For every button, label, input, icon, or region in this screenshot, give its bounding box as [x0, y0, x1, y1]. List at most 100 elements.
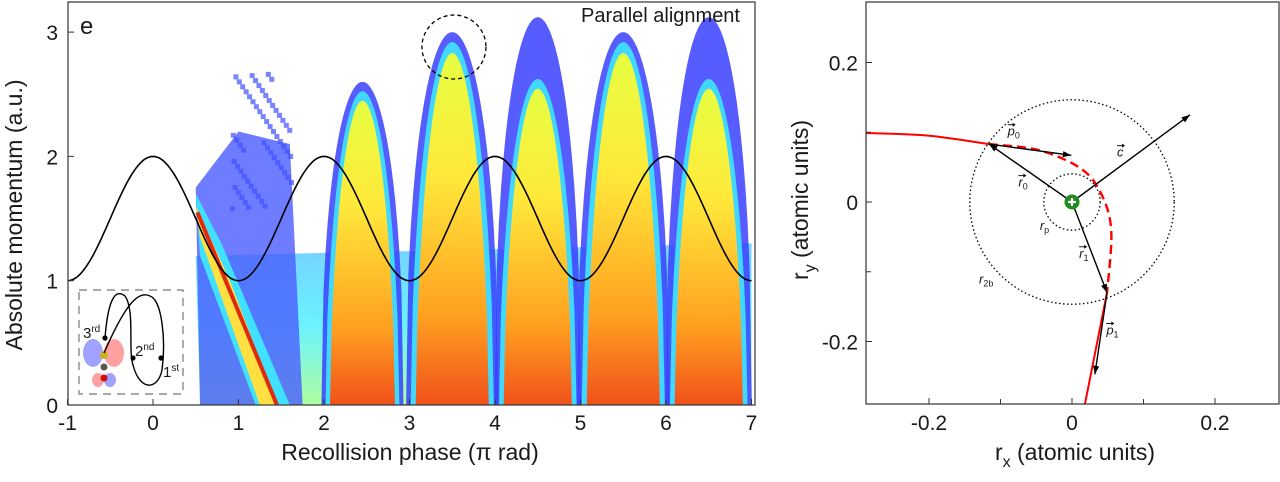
- heatmap-scatter-pixel: [277, 138, 283, 144]
- heatmap-scatter-pixel: [278, 165, 284, 171]
- heatmap-scatter-pixel: [233, 74, 239, 80]
- heatmap-scatter-pixel: [253, 104, 259, 110]
- vector-p1: [1094, 292, 1108, 375]
- x-tick-label: 3: [404, 412, 416, 435]
- heatmap-scatter-pixel: [275, 160, 281, 166]
- heatmap-scatter-pixel: [259, 88, 265, 94]
- x-tick-label: 0.2: [1200, 412, 1229, 435]
- heatmap-early-cyan-band: [195, 193, 290, 405]
- heatmap-lobe-core-3: [503, 88, 572, 405]
- y-tick-label: 0: [46, 395, 58, 418]
- heatmap-scatter-pixel: [282, 170, 288, 176]
- label-r0: r0: [1018, 175, 1027, 192]
- heatmap-scatter-pixel: [245, 178, 251, 184]
- vector-arrow-icon: [1122, 143, 1126, 148]
- heatmap-scatter-pixel: [257, 109, 263, 115]
- vector-c: [1071, 114, 1191, 203]
- trajectory-incoming: [866, 131, 990, 146]
- heatmap-scatter-pixel: [236, 79, 242, 85]
- x-tick-label: 7: [746, 412, 758, 435]
- heatmap-scatter-pixel: [252, 188, 258, 194]
- right-ticks: -0.2 0 0.2 0.2 0 -0.2: [822, 53, 1230, 436]
- vector-r1: [1071, 201, 1108, 293]
- heatmap-scatter-pixel: [255, 193, 261, 199]
- heatmap-lobe-core-5: [674, 88, 743, 405]
- panel-label: e: [80, 13, 93, 40]
- heatmap-scatter-pixel: [265, 145, 271, 151]
- y-tick-label: 0.2: [829, 53, 858, 76]
- heatmap-scatter-pixel: [268, 150, 274, 156]
- heatmap-scatter-pixel: [241, 173, 247, 179]
- heatmap-scatter-pixel: [260, 114, 266, 120]
- vector-arrow-icon: [1012, 122, 1016, 127]
- y-tick-label: 1: [46, 271, 58, 294]
- y-tick-label: 3: [46, 22, 58, 45]
- electron-trajectory-loop: [103, 293, 165, 386]
- x-tick-label: 0: [147, 412, 159, 435]
- left-y-axis-label: Absolute momentum (a.u.): [1, 79, 27, 350]
- x-tick-label: 2: [318, 412, 330, 435]
- arrowhead-icon: [1093, 365, 1100, 375]
- heatmap-scatter-pixel: [241, 147, 247, 153]
- inset-label-3rd: 3rd: [83, 324, 100, 342]
- plus-charge-icon: [1068, 198, 1076, 206]
- x-tick-label: -1: [58, 412, 77, 435]
- heatmap-scatter-pixel: [235, 189, 241, 195]
- heatmap-scatter-pixel: [263, 93, 269, 99]
- heatmap-scatter-pixel: [242, 199, 248, 205]
- heatmap-scatter-pixel: [250, 99, 256, 105]
- arrowhead-icon: [989, 144, 998, 152]
- label-c: c: [1117, 145, 1124, 160]
- highlight-dashed-circle: [421, 14, 487, 80]
- circle-rp: [1043, 173, 1101, 231]
- left-x-axis-label: Recollision phase (π rad): [281, 439, 538, 465]
- x-tick-label: 5: [575, 412, 587, 435]
- x-tick-label: -0.2: [911, 412, 947, 435]
- heatmap-scatter-pixel: [253, 78, 259, 84]
- heatmap-lobe-core-2: [415, 52, 489, 405]
- heatmap-scatter-pixel: [264, 119, 270, 125]
- trajectory-layer: p0 c r0 rp r1 r2b p1: [866, 99, 1191, 404]
- x-tick-label: 4: [489, 412, 501, 435]
- molecule-orbit-inset: 3rd 2nd 1st: [78, 289, 184, 395]
- heatmap-early-blue-region: [195, 131, 303, 405]
- heatmap-layer: [195, 17, 752, 405]
- vector-p0: [988, 143, 1072, 156]
- heatmap-scatter-pixel: [247, 94, 253, 100]
- heatmap-scatter-pixel: [288, 180, 294, 186]
- molecular-orbital-icon: [83, 339, 124, 387]
- heatmap-scatter-pixel: [256, 83, 262, 89]
- y-tick-label: 0: [846, 192, 858, 215]
- vector-arrow-icon: [1023, 173, 1027, 178]
- laser-field-curve: [68, 155, 752, 282]
- heatmap-scatter-pixel: [232, 184, 238, 190]
- heatmap-scatter-pixel: [246, 204, 252, 210]
- arrowhead-icon: [1181, 114, 1190, 123]
- inset-label-1st: 1st: [163, 363, 179, 381]
- heatmap-scatter-pixel: [283, 122, 289, 128]
- annotation-parallel-alignment: Parallel alignment: [581, 5, 740, 27]
- arrowhead-icon: [1062, 151, 1072, 158]
- heatmap-scatter-pixel: [270, 129, 276, 135]
- heatmap-scatter-pixel: [237, 142, 243, 148]
- heatmap-scatter-pixel: [269, 76, 275, 82]
- right-x-axis-label: rx (atomic units): [995, 439, 1155, 471]
- heatmap-lobe-core-4: [586, 52, 660, 405]
- label-r2b: r2b: [979, 272, 993, 289]
- heatmap-scatter-pixel: [285, 175, 291, 181]
- heatmap-scatter-pixel: [271, 155, 277, 161]
- right-y-axis-label: ry (atomic units): [787, 120, 819, 280]
- heatmap-scatter-pixel: [238, 168, 244, 174]
- heatmap-scatter-pixel: [248, 183, 254, 189]
- heatmap-scatter-pixel: [265, 71, 271, 77]
- circle-r2b: [969, 99, 1175, 305]
- vector-r0: [988, 143, 1073, 203]
- label-rp: rp: [1040, 218, 1049, 235]
- heatmap-scatter-pixel: [239, 194, 245, 200]
- label-p0: p0: [1007, 124, 1020, 141]
- vector-arrow-icon: [1084, 244, 1088, 249]
- x-tick-label: 1: [233, 412, 245, 435]
- heatmap-scatter-pixel: [229, 206, 235, 212]
- heatmap-scatter-pixel: [262, 203, 268, 209]
